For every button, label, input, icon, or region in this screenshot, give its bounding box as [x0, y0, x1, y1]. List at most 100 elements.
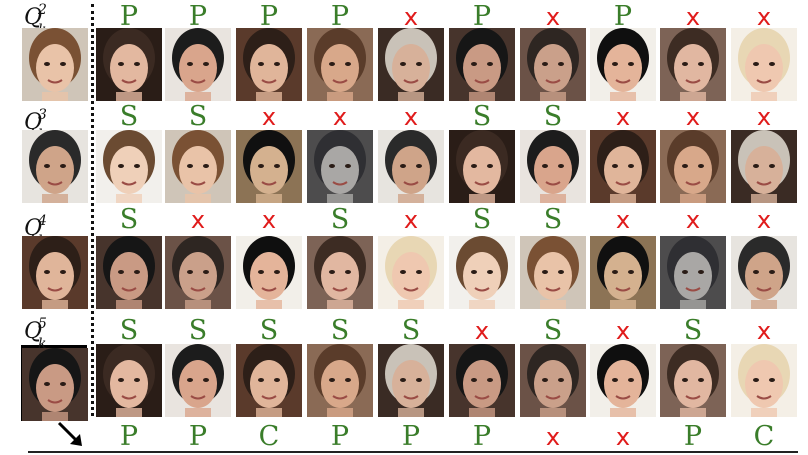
query-label-sup: 5 — [38, 316, 47, 332]
bottom-mark-c4: P — [330, 421, 350, 452]
result-face-r2-c10 — [731, 130, 797, 203]
result-face-r4-c5 — [378, 344, 444, 417]
result-mark-r1-c6: P — [472, 1, 492, 32]
result-face-r3-c4-image — [307, 236, 373, 309]
result-face-r1-c9 — [660, 28, 726, 101]
result-face-r4-c3 — [236, 344, 302, 417]
result-face-r2-c9 — [660, 130, 726, 203]
result-face-r2-c7 — [520, 130, 586, 203]
query-label-base: Q — [24, 319, 43, 344]
result-face-r4-c4-image — [307, 344, 373, 417]
result-face-r3-c1-image — [96, 236, 162, 309]
result-face-r1-c7 — [520, 28, 586, 101]
result-mark-r3-c10: x — [756, 206, 772, 234]
result-face-r2-c5 — [378, 130, 444, 203]
result-face-r1-c5-image — [378, 28, 444, 101]
result-face-r3-c8 — [590, 236, 656, 309]
result-face-r3-c8-image — [590, 236, 656, 309]
result-face-r3-c6 — [449, 236, 515, 309]
result-mark-r4-c7: S — [543, 315, 563, 346]
bottom-mark-c1: P — [119, 421, 139, 452]
query-face-row-3-image — [22, 236, 88, 309]
result-mark-r3-c1: S — [119, 204, 139, 235]
result-face-r4-c7 — [520, 344, 586, 417]
result-face-r2-c6 — [449, 130, 515, 203]
result-face-r1-c2-image — [165, 28, 231, 101]
result-mark-r2-c10: x — [756, 103, 772, 131]
result-face-r2-c3 — [236, 130, 302, 203]
result-mark-r4-c10: x — [756, 317, 772, 345]
result-face-r2-c4-image — [307, 130, 373, 203]
query-divider — [91, 4, 94, 416]
result-face-r1-c7-image — [520, 28, 586, 101]
result-mark-r1-c2: P — [188, 1, 208, 32]
query-label-sup: 2 — [38, 2, 47, 18]
result-face-r4-c4 — [307, 344, 373, 417]
result-face-r2-c5-image — [378, 130, 444, 203]
result-face-r1-c1 — [96, 28, 162, 101]
result-mark-r2-c1: S — [119, 101, 139, 132]
result-face-r1-c9-image — [660, 28, 726, 101]
result-mark-r2-c8: x — [615, 103, 631, 131]
result-mark-r4-c4: S — [330, 315, 350, 346]
result-face-r1-c3-image — [236, 28, 302, 101]
result-face-r2-c1 — [96, 130, 162, 203]
result-face-r4-c9-image — [660, 344, 726, 417]
result-face-r4-c9 — [660, 344, 726, 417]
bottom-mark-c2: P — [188, 421, 208, 452]
query-label-sub: k — [38, 336, 47, 352]
result-face-r1-c6 — [449, 28, 515, 101]
result-face-r3-c2-image — [165, 236, 231, 309]
result-mark-r4-c6: x — [474, 317, 490, 345]
result-face-r4-c10-image — [731, 344, 797, 417]
result-face-r2-c9-image — [660, 130, 726, 203]
result-face-r2-c3-image — [236, 130, 302, 203]
result-face-r4-c1-image — [96, 344, 162, 417]
result-mark-r2-c4: x — [332, 103, 348, 131]
query-face-row-1-image — [22, 28, 88, 101]
result-face-r3-c3-image — [236, 236, 302, 309]
result-face-r4-c6 — [449, 344, 515, 417]
result-mark-r1-c9: x — [685, 3, 701, 31]
result-face-r1-c10-image — [731, 28, 797, 101]
result-face-r3-c9-image — [660, 236, 726, 309]
result-mark-r2-c7: S — [543, 101, 563, 132]
query-label-base: Q — [24, 5, 43, 30]
result-face-r3-c10 — [731, 236, 797, 309]
result-face-r4-c1 — [96, 344, 162, 417]
query-face-row-1 — [22, 28, 88, 101]
result-mark-r4-c2: S — [188, 315, 208, 346]
bottom-mark-c6: P — [472, 421, 492, 452]
bottom-rule — [28, 451, 798, 453]
result-face-r3-c5 — [378, 236, 444, 309]
result-face-r2-c2-image — [165, 130, 231, 203]
result-mark-r2-c3: x — [261, 103, 277, 131]
result-face-r4-c2-image — [165, 344, 231, 417]
result-face-r2-c6-image — [449, 130, 515, 203]
result-mark-r1-c1: P — [119, 1, 139, 32]
result-mark-r2-c5: x — [403, 103, 419, 131]
result-mark-r2-c6: S — [472, 101, 492, 132]
query-label-base: Q — [24, 110, 43, 135]
result-mark-r4-c9: S — [683, 315, 703, 346]
query-label-sup: 4 — [38, 213, 47, 229]
result-face-r2-c2 — [165, 130, 231, 203]
result-mark-r4-c8: x — [615, 317, 631, 345]
result-mark-r3-c2: x — [190, 206, 206, 234]
arrow-down-right-icon — [57, 421, 82, 446]
result-mark-r1-c4: P — [330, 1, 350, 32]
result-mark-r3-c9: x — [685, 206, 701, 234]
result-face-r1-c1-image — [96, 28, 162, 101]
result-face-r3-c1 — [96, 236, 162, 309]
result-face-r1-c6-image — [449, 28, 515, 101]
result-face-r1-c2 — [165, 28, 231, 101]
result-mark-r1-c3: P — [259, 1, 279, 32]
result-face-r4-c2 — [165, 344, 231, 417]
query-face-row-2-image — [22, 130, 88, 203]
result-mark-r3-c3: x — [261, 206, 277, 234]
result-face-r3-c5-image — [378, 236, 444, 309]
result-mark-r1-c10: x — [756, 3, 772, 31]
result-face-r3-c4 — [307, 236, 373, 309]
result-mark-r4-c3: S — [259, 315, 279, 346]
